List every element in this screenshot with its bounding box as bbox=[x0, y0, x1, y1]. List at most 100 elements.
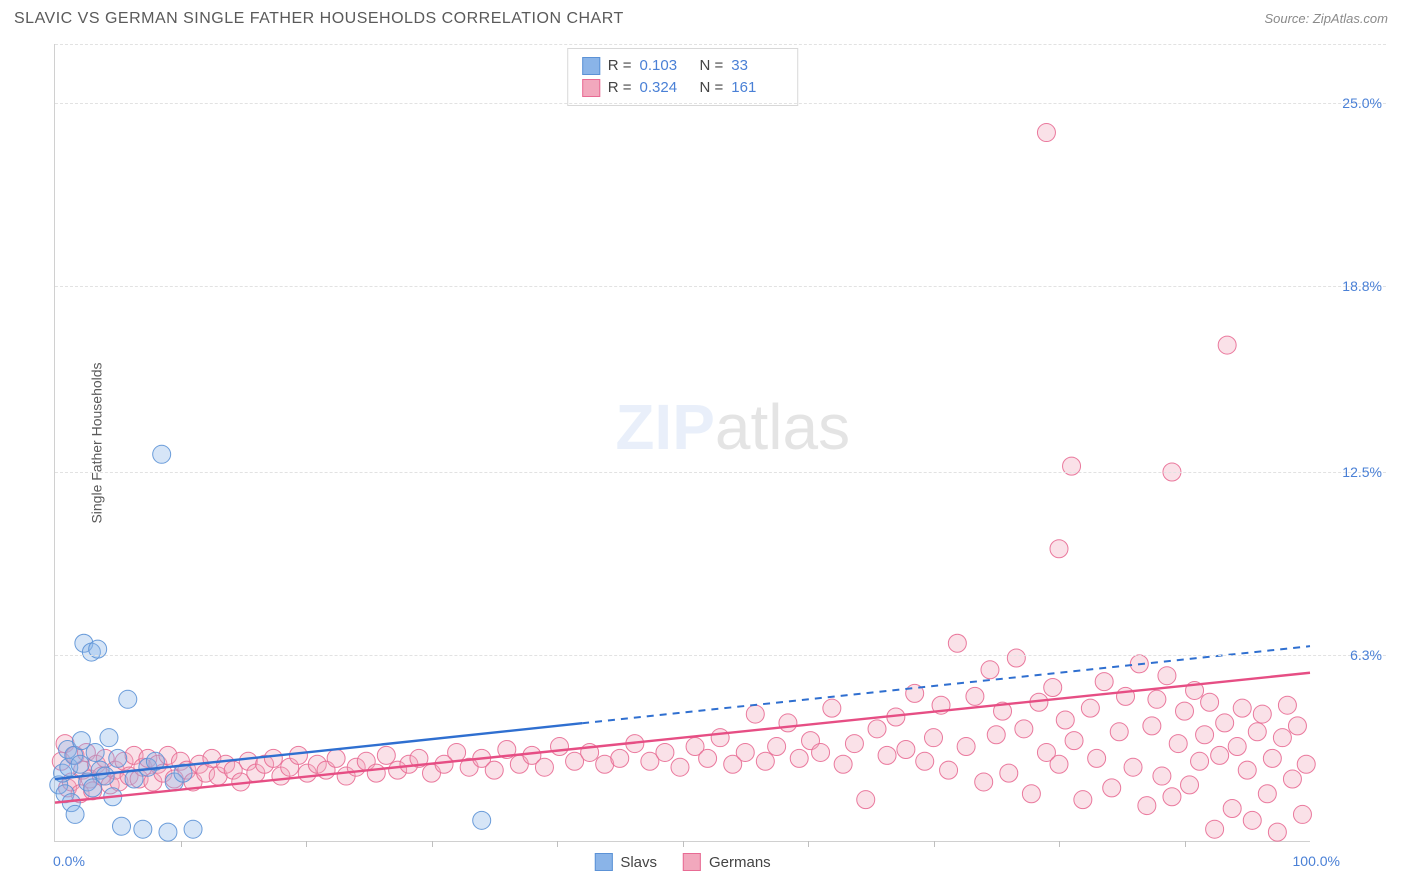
x-tick bbox=[306, 841, 307, 847]
scatter-point bbox=[1216, 714, 1234, 732]
scatter-point bbox=[109, 749, 127, 767]
legend-item-slavs: Slavs bbox=[594, 853, 657, 871]
scatter-point bbox=[184, 820, 202, 838]
r-label: R = bbox=[608, 77, 632, 99]
scatter-point bbox=[1124, 758, 1142, 776]
scatter-point bbox=[448, 743, 466, 761]
scatter-point bbox=[1293, 805, 1311, 823]
chart-area: Single Father Households ZIPatlas R = 0.… bbox=[46, 44, 1390, 842]
scatter-point bbox=[957, 738, 975, 756]
scatter-point bbox=[823, 699, 841, 717]
y-tick-label: 25.0% bbox=[1314, 95, 1386, 111]
scatter-point bbox=[535, 758, 553, 776]
scatter-point bbox=[656, 743, 674, 761]
scatter-point bbox=[611, 749, 629, 767]
scatter-point bbox=[1037, 124, 1055, 142]
chart-header: SLAVIC VS GERMAN SINGLE FATHER HOUSEHOLD… bbox=[0, 0, 1406, 34]
x-tick bbox=[1059, 841, 1060, 847]
scatter-point bbox=[857, 791, 875, 809]
y-tick-label: 18.8% bbox=[1314, 278, 1386, 294]
legend-item-germans: Germans bbox=[683, 853, 771, 871]
n-label: N = bbox=[700, 55, 724, 77]
scatter-point bbox=[96, 767, 114, 785]
x-tick bbox=[557, 841, 558, 847]
scatter-point bbox=[779, 714, 797, 732]
scatter-point bbox=[1176, 702, 1194, 720]
scatter-point bbox=[1163, 788, 1181, 806]
scatter-point bbox=[834, 755, 852, 773]
scatter-point bbox=[66, 805, 84, 823]
scatter-point bbox=[377, 746, 395, 764]
scatter-point bbox=[1088, 749, 1106, 767]
scatter-point bbox=[1148, 690, 1166, 708]
n-value: 33 bbox=[731, 55, 783, 77]
scatter-point bbox=[975, 773, 993, 791]
scatter-point bbox=[1201, 693, 1219, 711]
plot-svg bbox=[55, 44, 1310, 841]
scatter-point bbox=[756, 752, 774, 770]
scatter-point bbox=[1081, 699, 1099, 717]
scatter-point bbox=[1044, 679, 1062, 697]
scatter-point bbox=[746, 705, 764, 723]
x-tick bbox=[181, 841, 182, 847]
y-tick-label: 12.5% bbox=[1314, 464, 1386, 480]
scatter-point bbox=[1153, 767, 1171, 785]
legend-label: Slavs bbox=[620, 854, 657, 871]
x-tick bbox=[808, 841, 809, 847]
scatter-point bbox=[966, 687, 984, 705]
scatter-point bbox=[1050, 540, 1068, 558]
swatch-slavs bbox=[582, 57, 600, 75]
scatter-point bbox=[159, 823, 177, 841]
y-tick-label: 6.3% bbox=[1314, 647, 1386, 663]
scatter-point bbox=[1138, 797, 1156, 815]
scatter-point bbox=[1110, 723, 1128, 741]
scatter-point bbox=[878, 746, 896, 764]
r-value: 0.103 bbox=[640, 55, 692, 77]
scatter-point bbox=[264, 749, 282, 767]
scatter-point bbox=[1103, 779, 1121, 797]
scatter-point bbox=[153, 445, 171, 463]
scatter-point bbox=[1015, 720, 1033, 738]
scatter-point bbox=[119, 690, 137, 708]
chart-title: SLAVIC VS GERMAN SINGLE FATHER HOUSEHOLD… bbox=[14, 10, 624, 28]
scatter-point bbox=[1288, 717, 1306, 735]
scatter-point bbox=[1273, 729, 1291, 747]
scatter-point bbox=[1206, 820, 1224, 838]
scatter-point bbox=[100, 729, 118, 747]
scatter-point bbox=[711, 729, 729, 747]
scatter-point bbox=[1263, 749, 1281, 767]
scatter-point bbox=[916, 752, 934, 770]
gridline bbox=[55, 103, 1386, 104]
scatter-point bbox=[485, 761, 503, 779]
scatter-point bbox=[1056, 711, 1074, 729]
scatter-point bbox=[1095, 673, 1113, 691]
scatter-point bbox=[736, 743, 754, 761]
x-tick bbox=[683, 841, 684, 847]
scatter-point bbox=[948, 634, 966, 652]
scatter-point bbox=[987, 726, 1005, 744]
n-label: N = bbox=[700, 77, 724, 99]
gridline bbox=[55, 44, 1386, 45]
scatter-point bbox=[790, 749, 808, 767]
scatter-point bbox=[71, 755, 89, 773]
x-tick bbox=[1185, 841, 1186, 847]
scatter-point bbox=[1248, 723, 1266, 741]
scatter-point bbox=[1243, 811, 1261, 829]
scatter-point bbox=[699, 749, 717, 767]
scatter-point bbox=[1169, 735, 1187, 753]
x-max-label: 100.0% bbox=[1293, 853, 1340, 869]
scatter-point bbox=[473, 811, 491, 829]
legend-row-germans: R = 0.324 N = 161 bbox=[582, 77, 784, 99]
scatter-point bbox=[1000, 764, 1018, 782]
scatter-point bbox=[1191, 752, 1209, 770]
scatter-point bbox=[1143, 717, 1161, 735]
scatter-point bbox=[1196, 726, 1214, 744]
scatter-point bbox=[1283, 770, 1301, 788]
scatter-point bbox=[551, 738, 569, 756]
x-tick bbox=[432, 841, 433, 847]
series-legend: Slavs Germans bbox=[594, 853, 770, 871]
swatch-germans bbox=[683, 853, 701, 871]
scatter-point bbox=[289, 746, 307, 764]
scatter-point bbox=[134, 820, 152, 838]
swatch-slavs bbox=[594, 853, 612, 871]
